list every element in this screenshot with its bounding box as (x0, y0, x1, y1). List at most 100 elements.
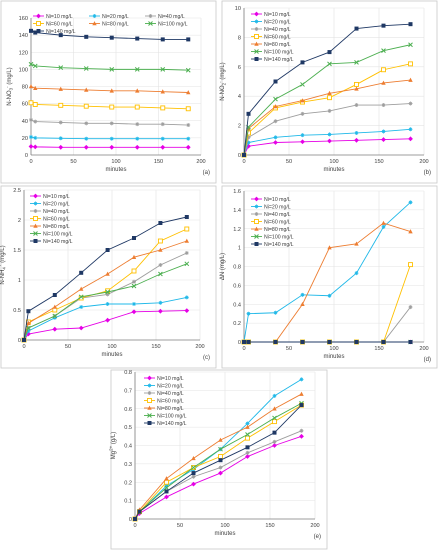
data-point (327, 50, 332, 55)
legend-entry: Ni=10 mg/L (43, 194, 70, 200)
data-point (134, 144, 140, 150)
legend-marker (254, 226, 259, 231)
data-point (191, 474, 196, 479)
legend-marker (147, 413, 152, 418)
x-tick-label: 100 (329, 346, 338, 352)
data-point (29, 117, 33, 122)
data-point (218, 454, 223, 459)
legend-marker (36, 13, 41, 19)
data-point (245, 432, 250, 437)
legend-marker (254, 34, 259, 39)
data-point (246, 135, 251, 140)
legend-entry: Ni=40 mg/L (264, 27, 291, 33)
data-point (83, 144, 89, 150)
data-point (300, 111, 305, 116)
data-point (135, 36, 140, 41)
y-tick-label: 1.2 (233, 227, 241, 233)
data-point (245, 450, 250, 455)
data-point (158, 271, 163, 277)
legend-entry: Ni=80 mg/L (43, 224, 70, 230)
x-axis-title: minutes (105, 167, 126, 173)
y-tick-label: 160 (19, 16, 28, 22)
data-point (381, 220, 386, 225)
legend-entry: Ni=40 mg/L (158, 14, 185, 20)
legend-marker (92, 21, 97, 26)
y-tick-label: 0.2 (124, 480, 132, 486)
data-point (299, 428, 304, 433)
data-point (327, 340, 332, 344)
series-ni-140-mg-l (242, 340, 413, 344)
panel-frame (221, 185, 438, 369)
data-point (160, 89, 165, 94)
data-point (186, 123, 191, 128)
y-axis-title: N-NH4+ (mg/L) (0, 245, 7, 284)
legend-marker (33, 209, 38, 213)
data-point (354, 86, 359, 91)
legend-marker (147, 391, 152, 395)
y-axis-title: Mg2+ (g/L) (109, 432, 118, 460)
data-point (408, 229, 413, 234)
data-point (83, 103, 89, 109)
legend-entry: Ni=100 mg/L (43, 231, 73, 237)
data-point (32, 144, 38, 150)
series-line (23, 240, 187, 341)
data-point (52, 304, 57, 309)
data-point (381, 80, 386, 85)
data-point (300, 60, 305, 65)
x-tick-label: 0 (133, 523, 136, 529)
y-tick-label: 0.5 (13, 308, 21, 314)
data-point (354, 60, 359, 65)
data-point (135, 122, 140, 127)
data-point (160, 144, 166, 150)
legend-entry: Ni=40 mg/L (157, 391, 184, 397)
data-point (354, 130, 359, 135)
legend-entry: Ni=100 mg/L (157, 413, 187, 419)
y-tick-label: 0.4 (233, 302, 241, 308)
series-ni-20-mg-l (29, 135, 191, 141)
legend-entry: Ni=140 mg/L (46, 29, 76, 35)
series-line (23, 263, 187, 341)
data-point (109, 88, 114, 93)
data-point (273, 104, 278, 109)
data-point (300, 98, 305, 103)
panel-label: (d) (424, 357, 431, 363)
legend-entry: Ni=10 mg/L (157, 376, 184, 382)
legend-marker (254, 234, 259, 239)
data-point (218, 446, 223, 452)
x-tick-label: 50 (65, 344, 71, 350)
data-point (133, 517, 137, 521)
data-point (28, 100, 34, 106)
data-point (83, 66, 89, 71)
y-tick-label: 1.4 (233, 208, 241, 214)
data-point (327, 245, 332, 250)
chart-panel-e: 0 0.1 0.2 0.3 0.4 0.5 0.6 0.7 0.8 0 50 100 150 200 min… (109, 369, 328, 550)
series-ni-60-mg-l (28, 100, 191, 112)
data-point (408, 262, 413, 268)
legend-entry: Ni=40 mg/L (43, 209, 70, 215)
data-point (246, 140, 251, 145)
x-tick-label: 200 (195, 344, 204, 350)
data-point (273, 79, 278, 84)
data-point (186, 136, 191, 141)
data-point (273, 135, 278, 140)
data-point (242, 340, 246, 344)
legend-marker (33, 216, 38, 221)
data-point (26, 320, 31, 325)
data-point (33, 135, 38, 140)
panel-frame (0, 185, 217, 369)
data-point (272, 406, 277, 411)
legend-entry: Ni=20 mg/L (264, 19, 291, 25)
data-point (105, 289, 110, 295)
data-point (79, 270, 84, 275)
legend-entry: Ni=10 mg/L (46, 14, 73, 20)
legend: Ni=10 mg/L Ni=20 mg/L Ni=40 mg/L Ni=60 mg/L… (33, 13, 188, 35)
data-point (245, 421, 250, 426)
data-point (381, 224, 386, 229)
data-point (408, 305, 413, 310)
data-point (354, 241, 359, 246)
legend-marker (148, 14, 153, 18)
data-point (132, 302, 136, 306)
y-tick-label: 1.5 (13, 248, 21, 254)
series-line (243, 128, 411, 156)
